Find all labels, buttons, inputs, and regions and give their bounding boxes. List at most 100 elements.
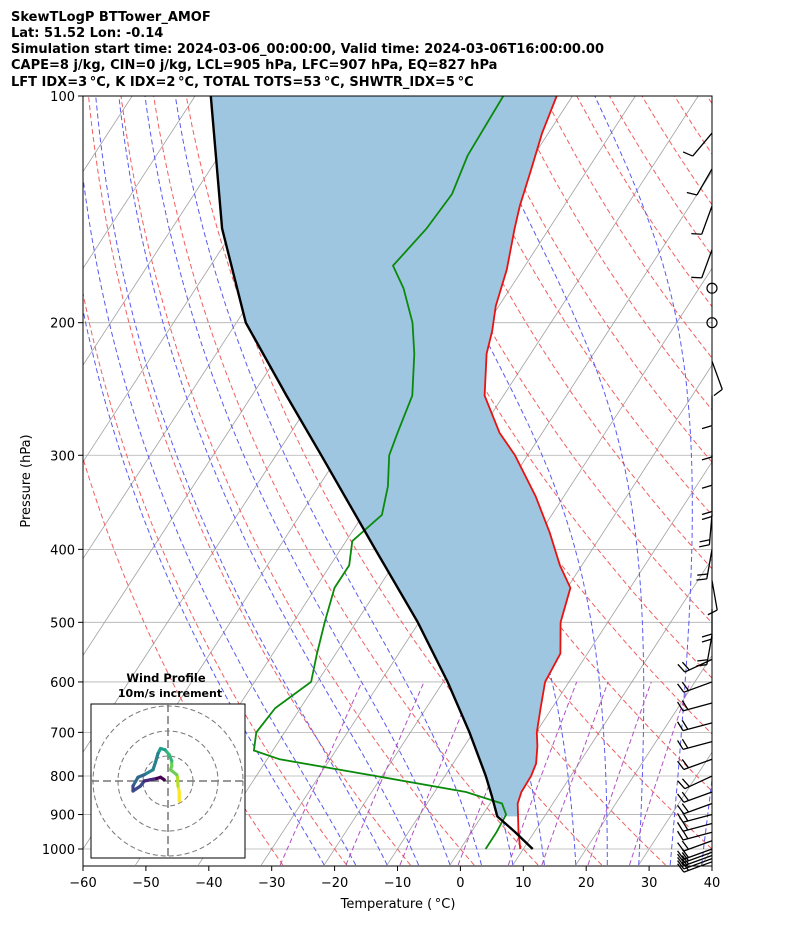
wind-barbs — [676, 132, 723, 873]
dry-adiabat-line — [120, 96, 475, 866]
mixing-ratio-line — [629, 681, 691, 866]
dry-adiabat-line — [185, 96, 603, 866]
x-axis-ticks: −60 −50 −40 −30 −20 −10 0 10 20 30 40 — [69, 866, 720, 891]
wind-barb-staff — [701, 205, 713, 235]
wind-barb-staff — [711, 580, 718, 611]
x-tick-label: −50 — [132, 876, 159, 891]
wind-barb-flag — [677, 804, 685, 815]
x-tick-label: −20 — [321, 876, 348, 891]
wind-barb-flag — [701, 456, 713, 461]
wind-barb-flag — [697, 573, 708, 576]
wind-barb-flag — [691, 232, 702, 235]
moist-adiabat-line — [83, 174, 357, 866]
dry-adiabat-line — [478, 96, 712, 463]
wind-barb-flag — [681, 861, 690, 871]
wind-barb-flag — [677, 780, 686, 790]
wind-profile-inset: Wind Profile 10m/s increment — [90, 671, 246, 859]
hodograph-segment — [142, 768, 155, 777]
mixing-ratio-line — [345, 681, 425, 866]
wind-barb-flag — [677, 860, 685, 870]
x-tick-label: 30 — [641, 876, 658, 891]
dry-adiabat-line — [740, 96, 794, 865]
isotherm-line — [638, 751, 712, 866]
wind-barb-calm — [706, 282, 718, 294]
header-line-title: SkewTLogP BTTower_AMOF — [11, 10, 211, 25]
wind-barb-flag — [676, 701, 684, 712]
x-tick-label: 10 — [515, 876, 532, 891]
wind-barb-flag — [676, 822, 684, 832]
wind-barb-flag — [676, 830, 684, 841]
wind-barb-flag — [677, 863, 685, 873]
wind-barb-flag — [681, 791, 690, 801]
wind-barb-staff — [682, 722, 713, 732]
wind-barb-flag — [697, 659, 708, 662]
mixing-ratio-line — [541, 681, 609, 866]
moist-adiabat-line — [594, 96, 693, 866]
wind-barb-calm — [706, 317, 718, 329]
y-tick-label: 700 — [50, 726, 75, 741]
header-line-cape: CAPE=8 j/kg, CIN=0 j/kg, LCL=905 hPa, LF… — [11, 58, 497, 73]
isotherm-line — [765, 96, 794, 865]
wind-barb-flag — [707, 609, 718, 616]
isotherm-line — [323, 267, 712, 866]
parcel-line — [209, 96, 534, 850]
cape-shading — [210, 96, 571, 817]
wind-barb-staff — [683, 791, 713, 803]
dry-adiabat-line — [511, 96, 712, 411]
cape-area — [210, 96, 571, 817]
wind-barb-staff — [683, 848, 713, 860]
wind-barb-flag — [681, 858, 690, 868]
wind-barb-flag — [677, 760, 685, 770]
isotherm-line — [701, 848, 712, 866]
y-axis-ticks: 1000 900 800 700 600 500 400 300 200 100 — [42, 90, 83, 858]
dry-adiabat-line — [543, 96, 712, 359]
y-tick-label: 1000 — [42, 843, 75, 858]
wind-barb-flag — [681, 803, 690, 813]
inset-subtitle: 10m/s increment — [118, 687, 222, 700]
moist-adiabat-line — [95, 96, 388, 866]
x-tick-label: −30 — [258, 876, 285, 891]
wind-barb-staff — [683, 861, 713, 873]
profile-series — [209, 96, 572, 850]
wind-barb-flag — [677, 663, 686, 673]
y-tick-label: 600 — [50, 676, 75, 691]
dry-adiabat-line — [772, 96, 794, 865]
y-tick-label: 200 — [50, 317, 75, 332]
mixing-ratio-line — [507, 681, 578, 866]
x-tick-label: −10 — [384, 876, 411, 891]
wind-barb-flag — [681, 852, 690, 862]
wind-barb-flag — [677, 850, 685, 860]
wind-barb-flag — [686, 191, 698, 196]
y-tick-label: 900 — [50, 809, 75, 824]
wind-barb-staff — [696, 168, 713, 196]
isotherm-line — [512, 557, 712, 866]
dry-adiabat-line — [348, 96, 712, 679]
y-tick-label: 800 — [50, 770, 75, 785]
header-line-times: Simulation start time: 2024-03-06_00:00:… — [11, 42, 604, 57]
x-tick-label: 20 — [578, 876, 595, 891]
inset-title: Wind Profile — [126, 671, 206, 685]
wind-barb-flag — [681, 661, 690, 671]
wind-barb-flag — [676, 721, 684, 731]
dry-adiabat-line — [706, 96, 712, 105]
wind-barb-flag — [682, 151, 693, 157]
mixing-ratio-line — [399, 681, 476, 866]
wind-barb-staff — [683, 802, 713, 815]
wind-barb-flag — [676, 740, 684, 750]
wind-barb-flag — [677, 853, 685, 863]
mixing-ratio-line — [279, 681, 363, 866]
wind-barb-flag — [699, 544, 710, 548]
wind-barb-staff — [683, 858, 713, 870]
wind-barb-flag — [681, 738, 689, 749]
dry-adiabat-line — [576, 96, 712, 308]
moist-adiabat-line — [118, 96, 420, 866]
x-tick-label: −60 — [69, 876, 96, 891]
wind-barb-flag — [701, 510, 713, 516]
wind-barb-staff — [682, 813, 713, 823]
wind-barb-flag — [701, 638, 713, 643]
dry-adiabat-line — [381, 96, 712, 624]
moist-adiabat-line — [83, 307, 325, 866]
mixing-ratio-line — [587, 681, 652, 866]
dry-adiabat-line — [413, 96, 712, 570]
wind-barb-flag — [681, 759, 690, 769]
